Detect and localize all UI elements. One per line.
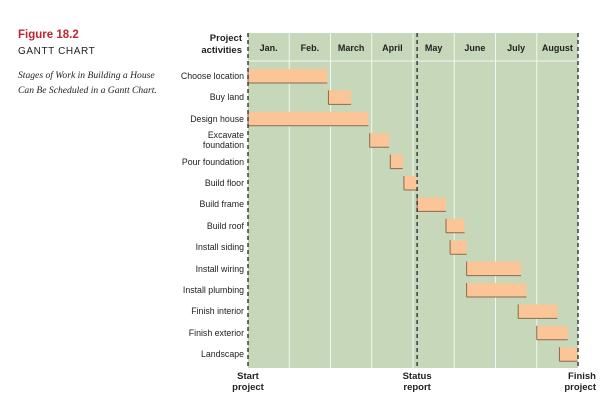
milestone-label-line: Finish — [568, 371, 596, 382]
month-label: April — [382, 43, 403, 53]
task-bars — [247, 69, 578, 362]
milestone-label-line: project — [232, 382, 264, 393]
milestone-label: Start project — [213, 371, 283, 393]
task-bar — [518, 304, 558, 319]
milestone-label: Status report — [382, 371, 452, 393]
task-bar — [446, 218, 465, 233]
header-label: Project activities — [201, 33, 242, 56]
task-bar — [466, 283, 527, 297]
task-label: Pour foundation — [181, 156, 244, 167]
milestone-label-line: Status — [402, 371, 432, 382]
task-bar — [466, 261, 522, 276]
task-label: Build roof — [206, 220, 244, 231]
task-bar — [369, 133, 390, 148]
month-label: Feb. — [300, 43, 320, 53]
task-label: Build floor — [204, 178, 244, 188]
figure-number: Figure 18.2 — [18, 29, 79, 41]
month-label: June — [464, 43, 486, 53]
month-label: July — [507, 43, 526, 53]
task-bar — [417, 197, 446, 212]
task-bar — [536, 325, 568, 340]
milestone-label-line: project — [564, 382, 596, 393]
task-label: Design house — [190, 113, 244, 124]
task-label: Install plumbing — [182, 285, 244, 295]
month-label: May — [424, 43, 443, 53]
task-label: Install siding — [195, 242, 244, 253]
milestone-label: Finish project — [526, 371, 596, 393]
milestone-label-line: Start — [237, 371, 259, 382]
task-label-line: Excavate — [207, 130, 244, 141]
task-bar — [328, 90, 352, 105]
task-bar — [248, 69, 328, 83]
task-bar — [390, 154, 403, 169]
month-label: March — [337, 43, 365, 53]
task-label: Buy land — [209, 92, 244, 103]
task-label-line: foundation — [202, 140, 244, 151]
month-label: August — [541, 43, 573, 53]
task-label: Excavate foundation — [150, 130, 244, 150]
milestone-label-line: report — [403, 382, 431, 393]
task-label: Finish exterior — [188, 327, 244, 338]
task-label: Install wiring — [195, 263, 244, 274]
figure-title: GANTT CHART — [18, 46, 96, 57]
figure-caption: Stages of Work in Building a House Can B… — [18, 70, 157, 96]
task-label: Choose location — [180, 71, 244, 81]
task-bar — [559, 347, 578, 362]
task-bar — [248, 111, 369, 126]
task-bar — [403, 176, 418, 190]
task-bar — [450, 240, 467, 255]
month-label: Jan. — [259, 43, 278, 53]
task-label: Landscape — [200, 349, 244, 360]
task-label: Finish interior — [191, 306, 244, 317]
task-label: Build frame — [199, 199, 245, 210]
